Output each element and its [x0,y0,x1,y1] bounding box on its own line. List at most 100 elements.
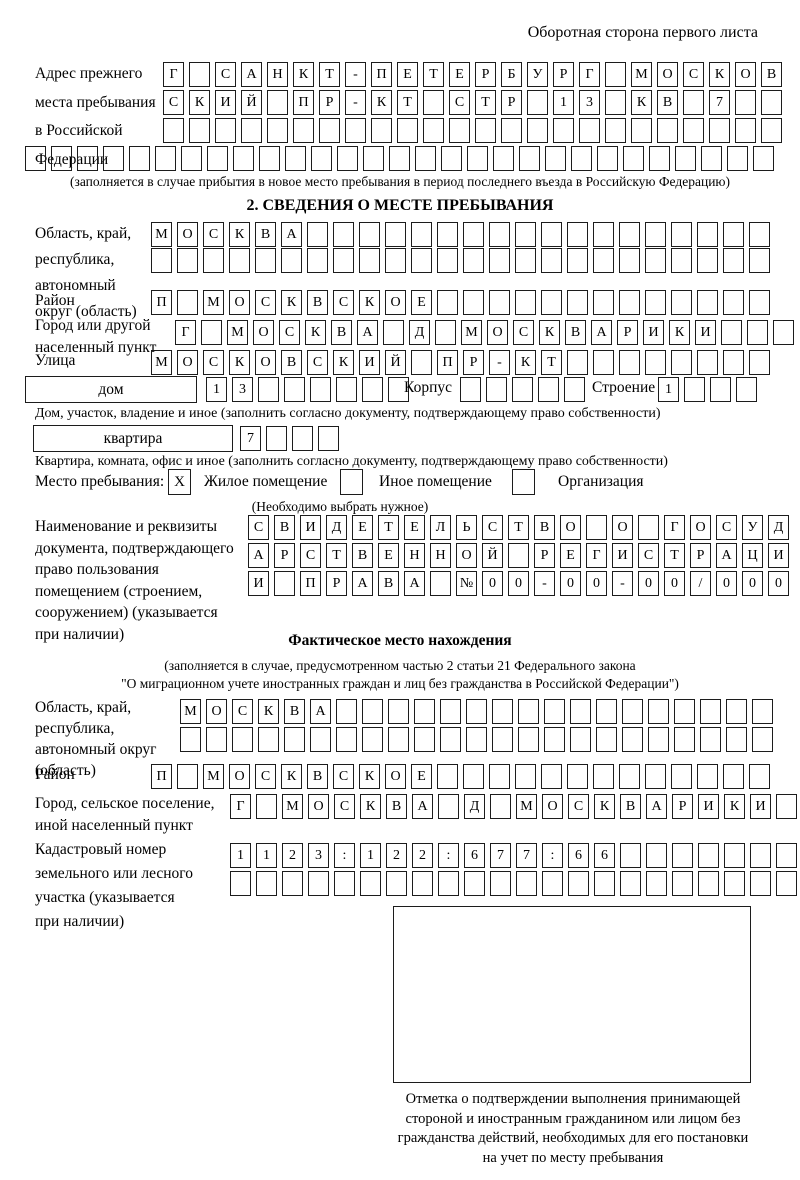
char-cell[interactable]: О [542,794,563,819]
char-cell[interactable] [51,146,72,171]
char-cell[interactable]: М [227,320,248,345]
char-cell[interactable] [362,377,383,402]
char-cell[interactable] [761,118,782,143]
char-cell[interactable]: Д [326,515,347,540]
char-cell[interactable] [648,727,669,752]
char-cell[interactable] [318,426,339,451]
char-cell[interactable] [571,146,592,171]
char-cell[interactable]: Р [553,62,574,87]
char-cell[interactable] [508,543,529,568]
char-cell[interactable] [596,699,617,724]
char-cell[interactable] [750,871,771,896]
char-cell[interactable]: С [513,320,534,345]
char-cell[interactable] [215,118,236,143]
char-cell[interactable]: 1 [658,377,679,402]
char-cell[interactable] [515,248,536,273]
char-cell[interactable]: К [305,320,326,345]
char-cell[interactable]: О [690,515,711,540]
char-cell[interactable] [281,248,302,273]
char-cell[interactable]: Р [672,794,693,819]
char-cell[interactable] [697,290,718,315]
char-cell[interactable] [463,248,484,273]
char-cell[interactable] [671,350,692,375]
char-cell[interactable] [567,248,588,273]
char-cell[interactable] [697,222,718,247]
char-cell[interactable]: 0 [638,571,659,596]
char-cell[interactable]: А [357,320,378,345]
char-cell[interactable] [389,146,410,171]
char-cell[interactable]: : [542,843,563,868]
checkbox-residential[interactable]: X [168,469,191,495]
char-cell[interactable]: М [282,794,303,819]
char-cell[interactable] [753,146,774,171]
char-cell[interactable]: М [151,222,172,247]
char-cell[interactable] [672,843,693,868]
char-cell[interactable] [284,377,305,402]
char-cell[interactable] [489,764,510,789]
char-cell[interactable]: М [631,62,652,87]
char-cell[interactable]: 0 [508,571,529,596]
char-cell[interactable]: Р [690,543,711,568]
char-cell[interactable] [674,699,695,724]
char-cell[interactable] [776,843,797,868]
char-cell[interactable]: В [331,320,352,345]
char-cell[interactable]: 3 [308,843,329,868]
char-cell[interactable] [274,571,295,596]
char-cell[interactable]: О [657,62,678,87]
char-cell[interactable]: А [646,794,667,819]
char-cell[interactable] [519,146,540,171]
char-cell[interactable]: 7 [490,843,511,868]
char-cell[interactable]: 7 [709,90,730,115]
char-cell[interactable] [440,699,461,724]
char-cell[interactable]: И [359,350,380,375]
char-cell[interactable] [151,248,172,273]
char-cell[interactable] [518,727,539,752]
char-cell[interactable]: С [232,699,253,724]
char-cell[interactable]: К [229,350,250,375]
char-cell[interactable]: 0 [560,571,581,596]
char-cell[interactable]: К [724,794,745,819]
char-cell[interactable]: - [612,571,633,596]
char-cell[interactable] [723,290,744,315]
char-cell[interactable] [155,146,176,171]
char-cell[interactable] [336,377,357,402]
char-cell[interactable] [282,871,303,896]
char-cell[interactable]: О [229,764,250,789]
char-cell[interactable]: Е [411,764,432,789]
char-cell[interactable] [683,118,704,143]
char-cell[interactable] [414,727,435,752]
char-cell[interactable] [492,699,513,724]
char-cell[interactable]: И [215,90,236,115]
char-cell[interactable] [440,727,461,752]
char-cell[interactable]: К [189,90,210,115]
char-cell[interactable] [515,290,536,315]
char-cell[interactable]: А [412,794,433,819]
char-cell[interactable] [259,146,280,171]
char-cell[interactable]: В [565,320,586,345]
char-cell[interactable] [475,118,496,143]
char-cell[interactable]: К [669,320,690,345]
char-cell[interactable]: Р [475,62,496,87]
char-cell[interactable]: У [742,515,763,540]
char-cell[interactable] [594,871,615,896]
char-cell[interactable] [724,871,745,896]
char-cell[interactable] [697,764,718,789]
char-cell[interactable]: Т [326,543,347,568]
char-cell[interactable]: П [300,571,321,596]
char-cell[interactable] [430,571,451,596]
char-cell[interactable] [674,727,695,752]
char-cell[interactable] [723,764,744,789]
char-cell[interactable] [307,248,328,273]
char-cell[interactable]: А [241,62,262,87]
char-cell[interactable] [646,871,667,896]
char-cell[interactable]: 1 [256,843,277,868]
char-cell[interactable]: С [482,515,503,540]
char-cell[interactable] [438,794,459,819]
char-cell[interactable] [593,248,614,273]
char-cell[interactable] [700,699,721,724]
char-cell[interactable] [645,248,666,273]
char-cell[interactable]: А [310,699,331,724]
char-cell[interactable] [619,290,640,315]
char-cell[interactable] [386,871,407,896]
char-cell[interactable]: В [281,350,302,375]
